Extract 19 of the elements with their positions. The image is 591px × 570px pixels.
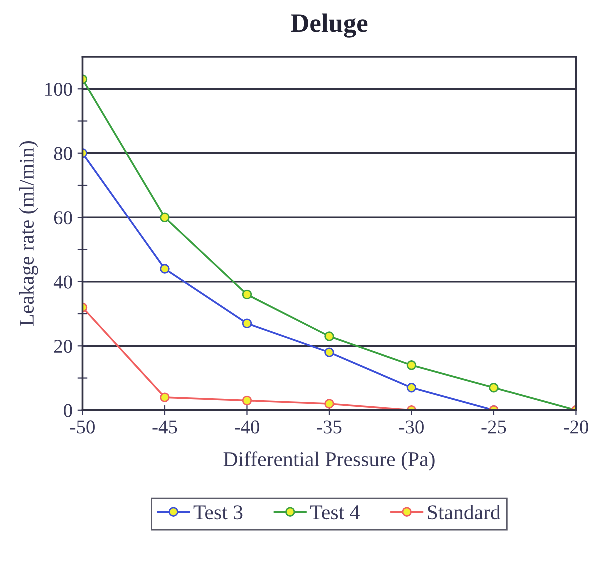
legend-label: Test 3 xyxy=(194,506,243,520)
y-tick-label: 20 xyxy=(54,340,72,354)
legend-label: Standard xyxy=(428,504,501,520)
x-tick-label: -20 xyxy=(564,420,588,434)
y-tick-label: 60 xyxy=(54,211,72,225)
chart-title: Deluge xyxy=(291,14,368,38)
x-tick-label: -40 xyxy=(235,420,260,434)
x-tick-label: -35 xyxy=(317,420,342,434)
legend-label: Test 4 xyxy=(310,506,360,520)
x-tick-label: -45 xyxy=(152,420,178,434)
y-tick-label: 40 xyxy=(54,276,72,289)
x-tick-label: -30 xyxy=(399,420,424,434)
x-axis-title: Differential Pressure (Pa) xyxy=(224,452,435,471)
y-tick-label: 0 xyxy=(64,404,72,418)
y-tick-label: 100 xyxy=(46,82,72,96)
y-axis-title: Leakage rate (ml/min) xyxy=(19,141,38,326)
x-tick-label: -25 xyxy=(482,420,506,434)
y-tick-label: 80 xyxy=(54,147,72,160)
x-tick-label: -50 xyxy=(70,420,95,434)
